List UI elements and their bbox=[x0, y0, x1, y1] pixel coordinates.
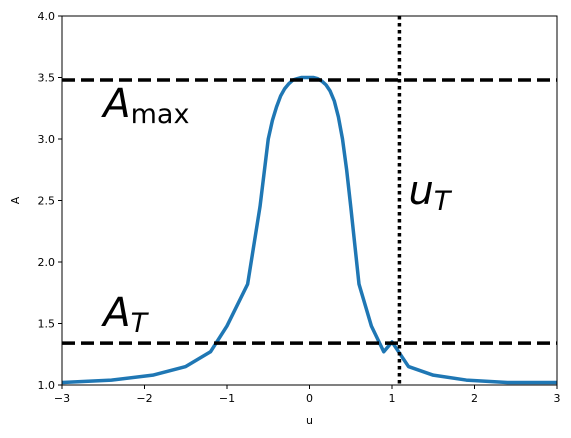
x-tick-label: 3 bbox=[554, 392, 561, 405]
plot-area bbox=[62, 16, 557, 385]
plot-clipped bbox=[62, 16, 557, 385]
y-axis-label: A bbox=[9, 196, 22, 204]
annotation-a-max: Amax bbox=[100, 81, 189, 130]
annotation-a-max-main: A bbox=[100, 81, 130, 127]
y-tick-label: 3.5 bbox=[38, 72, 56, 85]
x-tick-label: −3 bbox=[54, 392, 70, 405]
y-tick-label: 3.0 bbox=[38, 133, 56, 146]
x-tick-label: 1 bbox=[389, 392, 396, 405]
x-tick-label: −2 bbox=[136, 392, 152, 405]
annotation-a-t-main: A bbox=[100, 290, 130, 336]
annotation-u-t: uT bbox=[409, 168, 453, 217]
x-axis-label: u bbox=[306, 414, 313, 427]
y-tick-label: 1.0 bbox=[38, 379, 56, 392]
annotation-a-max-sub: max bbox=[131, 99, 190, 130]
y-tick-label: 4.0 bbox=[38, 10, 56, 23]
annotation-a-t: AT bbox=[100, 290, 149, 339]
y-tick-label: 1.5 bbox=[38, 318, 56, 331]
annotation-a-t-sub: T bbox=[131, 308, 150, 339]
annotation-u-t-sub: T bbox=[434, 186, 453, 217]
axis-ticks: −3 −2 −1 0 1 2 3 1.0 1.5 2.0 2.5 3.0 3.5 4.0 bbox=[38, 10, 561, 405]
y-tick-label: 2.0 bbox=[38, 256, 56, 269]
annotation-u-t-main: u bbox=[409, 168, 434, 214]
series-line-0 bbox=[62, 75, 557, 385]
x-tick-label: 2 bbox=[471, 392, 478, 405]
x-tick-label: −1 bbox=[219, 392, 235, 405]
x-tick-label: 0 bbox=[306, 392, 313, 405]
y-tick-label: 2.5 bbox=[38, 195, 56, 208]
